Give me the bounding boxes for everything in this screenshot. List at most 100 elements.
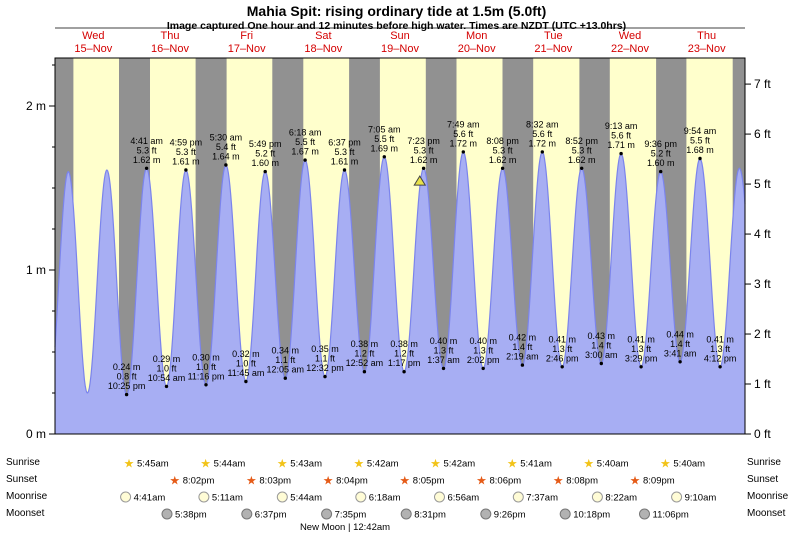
low-tide-label: 1.3 ft [710,344,731,354]
sunset-time: 8:05pm [413,476,445,487]
y-axis-right-label: 2 ft [754,327,771,341]
high-tide-label: 7:05 am [368,124,401,134]
low-tide-dot [481,366,485,371]
moonset-time: 9:26pm [494,510,526,521]
high-tide-label: 5.2 ft [255,149,276,159]
high-tide-label: 4:41 am [130,136,163,146]
sunrise-time: 5:42am [367,459,399,470]
moonrise-time: 7:37am [526,493,558,504]
low-tide-label: 1.2 ft [394,349,415,359]
high-tide-label: 5.3 ft [137,145,158,155]
low-tide-label: 0.40 m [469,336,497,346]
low-tide-label: 1.1 ft [315,354,336,364]
high-tide-label: 1.62 m [489,155,517,165]
sunrise-star-icon: ★ [354,457,365,471]
moonrise-time: 6:18am [369,493,401,504]
page-title: Mahia Spit: rising ordinary tide at 1.5m… [246,3,547,19]
high-tide-dot [144,166,149,170]
sunrise-row-label-right: Sunrise [747,457,781,468]
low-tide-label: 0.41 m [627,334,655,344]
high-tide-label: 1.72 m [529,138,557,148]
low-tide-label: 0.40 m [430,336,458,346]
low-tide-dot [204,383,208,387]
sunset-row-label-left: Sunset [6,474,38,485]
day-label-date: 23–Nov [688,43,726,55]
high-tide-dot [224,163,228,167]
day-label-dow: Tue [544,30,563,42]
moonrise-time: 8:22am [605,493,637,504]
high-tide-label: 9:54 am [684,126,717,136]
day-label-dow: Sun [390,30,410,42]
low-tide-label: 1.0 ft [156,363,177,373]
day-label-dow: Thu [697,30,716,42]
moonset-circle-icon [480,508,492,520]
moonrise-time: 9:10am [685,493,717,504]
high-tide-label: 1.62 m [410,155,438,165]
low-tide-dot [164,384,169,389]
high-tide-dot [500,166,505,170]
day-label-dow: Wed [82,30,104,42]
low-tide-label: 12:32 pm [306,363,344,373]
sunset-time: 8:08pm [566,476,598,487]
day-label-dow: Thu [161,30,180,42]
low-tide-label: 1.4 ft [512,342,533,352]
sunset-star-icon: ★ [476,474,487,488]
high-tide-label: 5.6 ft [532,129,553,139]
high-tide-label: 5.3 ft [414,145,435,155]
low-tide-label: 2:46 pm [546,353,579,363]
moonset-time: 10:18pm [573,510,610,521]
low-tide-label: 1.0 ft [196,362,217,372]
moonrise-circle-icon [355,491,367,503]
high-tide-label: 5.6 ft [453,129,474,139]
low-tide-label: 1:17 pm [388,358,421,368]
low-tide-dot [283,376,287,380]
y-axis-right-label: 5 ft [754,177,771,191]
high-tide-dot [580,166,584,170]
high-tide-label: 8:52 pm [565,136,598,146]
y-axis-right-label: 4 ft [754,227,771,241]
moonrise-time: 6:56am [448,493,480,504]
day-label-dow: Mon [466,30,487,42]
day-label-date: 19–Nov [381,43,419,55]
day-label-date: 21–Nov [534,43,572,55]
y-axis-left-label: 1 m [26,263,46,277]
low-tide-dot [441,366,446,371]
high-tide-label: 8:08 pm [486,136,519,146]
high-tide-label: 1.61 m [172,157,200,167]
low-tide-dot [560,365,564,369]
low-tide-label: 1.1 ft [275,355,296,365]
high-tide-dot [303,158,307,162]
high-tide-label: 5:49 pm [249,139,282,149]
high-tide-dot [342,168,347,172]
moonset-row-label-left: Moonset [6,508,45,519]
moonrise-circle-icon [120,491,132,503]
day-label-date: 18–Nov [304,43,342,55]
moonrise-time: 5:11am [212,493,243,504]
high-tide-label: 1.72 m [450,138,478,148]
sunrise-star-icon: ★ [660,457,671,471]
moonrise-circle-icon [591,491,603,503]
high-tide-label: 1.64 m [212,152,240,162]
moonrise-circle-icon [512,491,524,503]
low-tide-label: 1.2 ft [354,349,375,359]
moonset-circle-icon [321,508,333,520]
low-tide-label: 0.34 m [272,346,300,356]
low-tide-label: 0.29 m [153,354,181,364]
high-tide-label: 1.60 m [647,158,675,168]
low-tide-label: 0.42 m [509,333,537,343]
moonset-time: 5:38pm [175,510,207,521]
high-tide-label: 1.67 m [291,147,319,157]
sunrise-star-icon: ★ [507,457,518,471]
moonset-circle-icon [161,508,173,520]
high-tide-dot [382,155,386,159]
low-tide-label: 1.0 ft [236,359,257,369]
page-subtitle: Image captured One hour and 12 minutes b… [166,20,627,32]
y-axis-right-label: 3 ft [754,277,771,291]
sunrise-star-icon: ★ [200,457,211,471]
high-tide-label: 7:23 pm [407,136,440,146]
day-label-dow: Sat [315,30,332,42]
high-tide-label: 5.5 ft [374,134,395,144]
moonrise-circle-icon [434,491,445,503]
sunset-time: 8:09pm [643,476,675,487]
